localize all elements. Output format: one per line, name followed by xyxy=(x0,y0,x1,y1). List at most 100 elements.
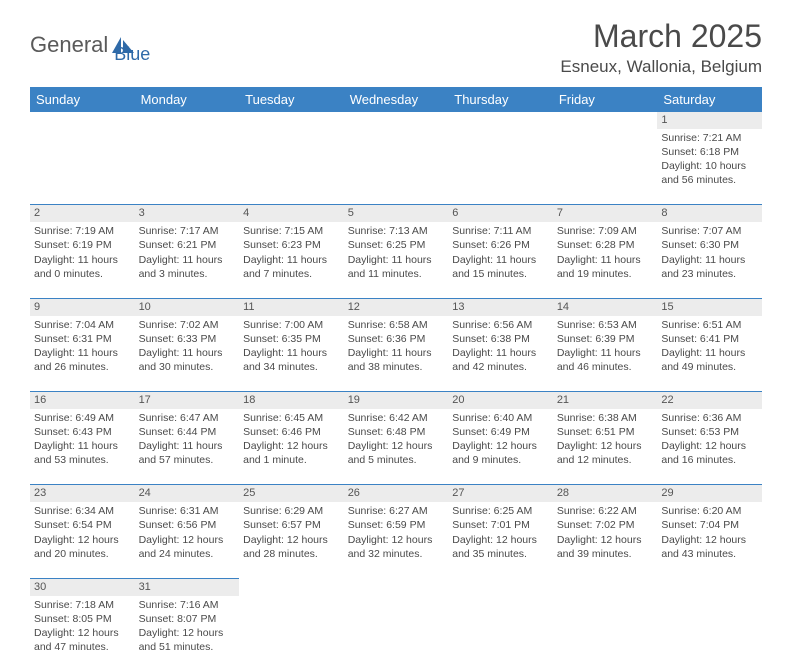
sunset-text: Sunset: 7:04 PM xyxy=(661,518,758,532)
sunset-text: Sunset: 6:57 PM xyxy=(243,518,340,532)
sunset-text: Sunset: 6:26 PM xyxy=(452,238,549,252)
daynum-row: 16171819202122 xyxy=(30,392,762,409)
sunrise-text: Sunrise: 6:53 AM xyxy=(557,318,654,332)
daylight-text: Daylight: 11 hours and 0 minutes. xyxy=(34,253,131,281)
daylight-text: Daylight: 11 hours and 3 minutes. xyxy=(139,253,236,281)
content-row: Sunrise: 6:34 AMSunset: 6:54 PMDaylight:… xyxy=(30,502,762,578)
sunset-text: Sunset: 6:56 PM xyxy=(139,518,236,532)
day-content-cell: Sunrise: 7:09 AMSunset: 6:28 PMDaylight:… xyxy=(553,222,658,298)
daylight-text: Daylight: 11 hours and 26 minutes. xyxy=(34,346,131,374)
day-content-cell: Sunrise: 6:22 AMSunset: 7:02 PMDaylight:… xyxy=(553,502,658,578)
day-content-cell: Sunrise: 6:47 AMSunset: 6:44 PMDaylight:… xyxy=(135,409,240,485)
sunset-text: Sunset: 6:25 PM xyxy=(348,238,445,252)
day-content-cell xyxy=(448,129,553,205)
daylight-text: Daylight: 11 hours and 30 minutes. xyxy=(139,346,236,374)
day-number-cell: 20 xyxy=(448,392,553,409)
day-content-cell: Sunrise: 7:18 AMSunset: 8:05 PMDaylight:… xyxy=(30,596,135,672)
day-number-cell: 28 xyxy=(553,485,658,502)
sunset-text: Sunset: 6:49 PM xyxy=(452,425,549,439)
sunrise-text: Sunrise: 7:09 AM xyxy=(557,224,654,238)
daynum-row: 3031 xyxy=(30,578,762,595)
day-content-cell: Sunrise: 6:56 AMSunset: 6:38 PMDaylight:… xyxy=(448,316,553,392)
day-content-cell: Sunrise: 6:36 AMSunset: 6:53 PMDaylight:… xyxy=(657,409,762,485)
daylight-text: Daylight: 12 hours and 32 minutes. xyxy=(348,533,445,561)
day-header: Tuesday xyxy=(239,87,344,112)
day-content-cell: Sunrise: 6:51 AMSunset: 6:41 PMDaylight:… xyxy=(657,316,762,392)
day-content-cell: Sunrise: 6:53 AMSunset: 6:39 PMDaylight:… xyxy=(553,316,658,392)
page-subtitle: Esneux, Wallonia, Belgium xyxy=(560,57,762,77)
sunrise-text: Sunrise: 6:27 AM xyxy=(348,504,445,518)
day-number-cell: 14 xyxy=(553,298,658,315)
sunrise-text: Sunrise: 6:45 AM xyxy=(243,411,340,425)
content-row: Sunrise: 7:18 AMSunset: 8:05 PMDaylight:… xyxy=(30,596,762,672)
sunrise-text: Sunrise: 6:42 AM xyxy=(348,411,445,425)
day-content-cell xyxy=(553,129,658,205)
day-number-cell xyxy=(448,112,553,129)
daylight-text: Daylight: 12 hours and 24 minutes. xyxy=(139,533,236,561)
sunset-text: Sunset: 6:18 PM xyxy=(661,145,758,159)
logo-text-general: General xyxy=(30,32,108,58)
sunrise-text: Sunrise: 6:20 AM xyxy=(661,504,758,518)
day-number-cell: 26 xyxy=(344,485,449,502)
day-number-cell xyxy=(553,578,658,595)
day-content-cell: Sunrise: 7:11 AMSunset: 6:26 PMDaylight:… xyxy=(448,222,553,298)
day-number-cell: 31 xyxy=(135,578,240,595)
sunrise-text: Sunrise: 6:49 AM xyxy=(34,411,131,425)
sunset-text: Sunset: 6:31 PM xyxy=(34,332,131,346)
sunrise-text: Sunrise: 7:17 AM xyxy=(139,224,236,238)
day-number-cell: 27 xyxy=(448,485,553,502)
sunrise-text: Sunrise: 7:04 AM xyxy=(34,318,131,332)
sunrise-text: Sunrise: 6:36 AM xyxy=(661,411,758,425)
daylight-text: Daylight: 12 hours and 9 minutes. xyxy=(452,439,549,467)
sunrise-text: Sunrise: 6:56 AM xyxy=(452,318,549,332)
day-number-cell xyxy=(239,578,344,595)
day-number-cell xyxy=(135,112,240,129)
daylight-text: Daylight: 12 hours and 12 minutes. xyxy=(557,439,654,467)
day-number-cell: 6 xyxy=(448,205,553,222)
daylight-text: Daylight: 12 hours and 28 minutes. xyxy=(243,533,340,561)
day-number-cell xyxy=(344,578,449,595)
daylight-text: Daylight: 11 hours and 49 minutes. xyxy=(661,346,758,374)
day-number-cell xyxy=(448,578,553,595)
day-content-cell: Sunrise: 6:25 AMSunset: 7:01 PMDaylight:… xyxy=(448,502,553,578)
day-content-cell: Sunrise: 7:21 AMSunset: 6:18 PMDaylight:… xyxy=(657,129,762,205)
daynum-row: 9101112131415 xyxy=(30,298,762,315)
day-number-cell: 25 xyxy=(239,485,344,502)
day-content-cell: Sunrise: 6:20 AMSunset: 7:04 PMDaylight:… xyxy=(657,502,762,578)
daylight-text: Daylight: 11 hours and 57 minutes. xyxy=(139,439,236,467)
calendar-table: Sunday Monday Tuesday Wednesday Thursday… xyxy=(30,87,762,672)
day-header-row: Sunday Monday Tuesday Wednesday Thursday… xyxy=(30,87,762,112)
sunset-text: Sunset: 8:07 PM xyxy=(139,612,236,626)
sunrise-text: Sunrise: 7:21 AM xyxy=(661,131,758,145)
day-number-cell: 7 xyxy=(553,205,658,222)
sunrise-text: Sunrise: 6:25 AM xyxy=(452,504,549,518)
sunrise-text: Sunrise: 7:19 AM xyxy=(34,224,131,238)
sunset-text: Sunset: 6:35 PM xyxy=(243,332,340,346)
header: General Blue March 2025 Esneux, Wallonia… xyxy=(30,18,762,77)
sunrise-text: Sunrise: 6:51 AM xyxy=(661,318,758,332)
daynum-row: 23242526272829 xyxy=(30,485,762,502)
day-content-cell xyxy=(553,596,658,672)
daylight-text: Daylight: 11 hours and 53 minutes. xyxy=(34,439,131,467)
daylight-text: Daylight: 12 hours and 43 minutes. xyxy=(661,533,758,561)
day-content-cell: Sunrise: 6:42 AMSunset: 6:48 PMDaylight:… xyxy=(344,409,449,485)
day-content-cell: Sunrise: 7:15 AMSunset: 6:23 PMDaylight:… xyxy=(239,222,344,298)
day-content-cell: Sunrise: 6:27 AMSunset: 6:59 PMDaylight:… xyxy=(344,502,449,578)
daynum-row: 1 xyxy=(30,112,762,129)
sunrise-text: Sunrise: 7:13 AM xyxy=(348,224,445,238)
sunset-text: Sunset: 6:44 PM xyxy=(139,425,236,439)
day-content-cell xyxy=(448,596,553,672)
day-number-cell: 3 xyxy=(135,205,240,222)
daylight-text: Daylight: 11 hours and 19 minutes. xyxy=(557,253,654,281)
day-header: Monday xyxy=(135,87,240,112)
day-number-cell: 4 xyxy=(239,205,344,222)
day-number-cell: 18 xyxy=(239,392,344,409)
sunrise-text: Sunrise: 7:15 AM xyxy=(243,224,340,238)
sunrise-text: Sunrise: 7:16 AM xyxy=(139,598,236,612)
sunset-text: Sunset: 6:36 PM xyxy=(348,332,445,346)
day-content-cell: Sunrise: 6:34 AMSunset: 6:54 PMDaylight:… xyxy=(30,502,135,578)
page-title: March 2025 xyxy=(560,18,762,55)
daylight-text: Daylight: 11 hours and 38 minutes. xyxy=(348,346,445,374)
sunset-text: Sunset: 6:46 PM xyxy=(243,425,340,439)
content-row: Sunrise: 7:04 AMSunset: 6:31 PMDaylight:… xyxy=(30,316,762,392)
